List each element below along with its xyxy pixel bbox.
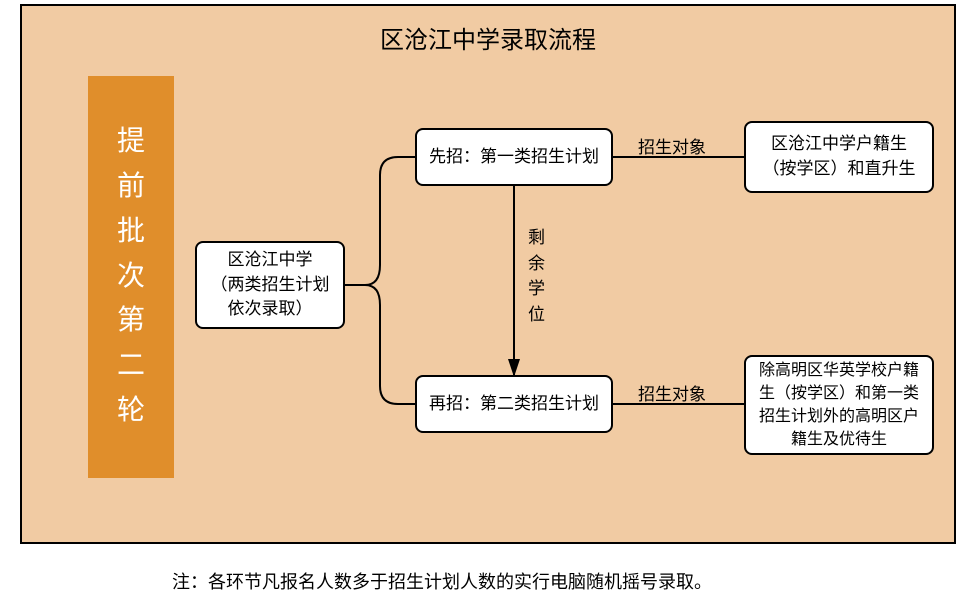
node-target1: 区沧江中学户籍生（按学区）和直升生: [744, 121, 934, 193]
node-plan2: 再招：第二类招生计划: [415, 375, 613, 433]
node-target2: 除高明区华英学校户籍生（按学区）和第一类招生计划外的高明区户籍生及优待生: [744, 355, 934, 455]
sidebar-char: 前: [117, 165, 145, 210]
sidebar-char: 轮: [117, 389, 145, 434]
edge-label-remaining: 剩 余 学 位: [528, 225, 545, 327]
sidebar-char: 二: [117, 344, 145, 389]
diagram-title: 区沧江中学录取流程: [20, 20, 956, 55]
node-plan1: 先招：第一类招生计划: [415, 128, 613, 186]
sidebar-char: 批: [117, 210, 145, 255]
sidebar-char: 提: [117, 120, 145, 165]
sidebar-char: 第: [117, 299, 145, 344]
edge-label-target1: 招生对象: [638, 133, 706, 158]
sidebar-stage-label: 提 前 批 次 第 二 轮: [88, 76, 174, 478]
sidebar-char: 次: [117, 255, 145, 300]
node-school: 区沧江中学（两类招生计划依次录取）: [195, 241, 345, 329]
page: 区沧江中学录取流程 提 前 批 次 第 二 轮 区沧江中学（两类招生计划依次录取…: [0, 0, 976, 609]
footnote: 注：各环节凡报名人数多于招生计划人数的实行电脑随机摇号录取。: [172, 568, 712, 594]
edge-label-target2: 招生对象: [638, 380, 706, 405]
